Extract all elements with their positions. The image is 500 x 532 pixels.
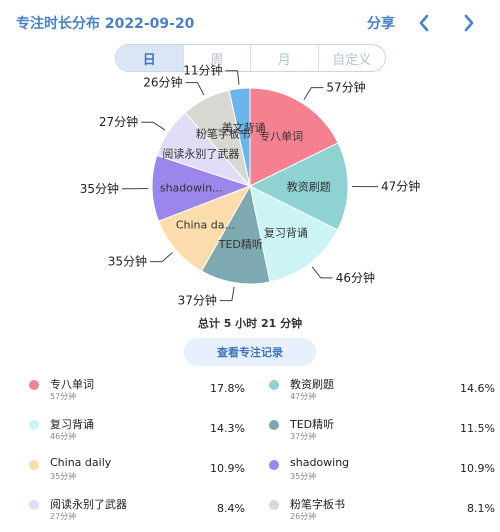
pie-chart: 专八单词教资刷题复习背诵 TED精听 China da... shadowin... 阅… bbox=[0, 63, 500, 308]
legend-percent: 17.8% bbox=[210, 382, 245, 395]
pie-slice bbox=[249, 185, 339, 283]
legend-color-dot bbox=[269, 380, 279, 390]
legend-item: 教资刷题 47分钟 14.6% bbox=[260, 372, 500, 412]
range-tabs: 日 周 月 自定义 bbox=[115, 44, 386, 72]
legend-color-dot bbox=[29, 420, 39, 430]
legend-percent: 14.6% bbox=[460, 382, 495, 395]
legend-color-dot bbox=[269, 500, 279, 510]
legend-percent: 8.1% bbox=[467, 502, 495, 515]
pie-slice bbox=[228, 87, 251, 187]
pie-value-label: 26分钟 bbox=[143, 75, 182, 90]
pie-leader-line bbox=[219, 286, 235, 302]
legend-color-dot bbox=[29, 500, 39, 510]
legend-percent: 14.3% bbox=[210, 422, 245, 435]
view-records-button[interactable]: 查看专注记录 bbox=[184, 338, 316, 366]
pie-value-label: 46分钟 bbox=[336, 270, 375, 285]
pie-slice bbox=[151, 154, 252, 222]
pie-slice-label: 复习背诵 bbox=[264, 226, 308, 240]
pie-value-label: 11分钟 bbox=[183, 63, 222, 78]
legend-name: 粉笔字板书 bbox=[290, 498, 345, 511]
pie-slice-label: TED精听 bbox=[218, 238, 263, 251]
pie-value-label: 47分钟 bbox=[381, 179, 420, 194]
pie-slice-label: 专八单词 bbox=[259, 129, 303, 143]
pie-slice bbox=[200, 184, 271, 285]
legend-item: 复习背诵 46分钟 14.3% bbox=[20, 412, 260, 452]
legend-duration: 35分钟 bbox=[290, 472, 317, 481]
pie-slice-label: China da... bbox=[176, 218, 235, 231]
pie-leader-line bbox=[141, 121, 166, 131]
legend-color-dot bbox=[29, 380, 39, 390]
legend-color-dot bbox=[269, 460, 279, 470]
pie-leader-line bbox=[185, 82, 205, 96]
legend-duration: 47分钟 bbox=[290, 392, 317, 401]
pie-slice-label: shadowin... bbox=[160, 181, 223, 194]
legend-color-dot bbox=[269, 420, 279, 430]
legend-percent: 8.4% bbox=[217, 502, 245, 515]
pie-value-label: 27分钟 bbox=[99, 114, 138, 129]
pie-value-label: 37分钟 bbox=[178, 293, 217, 308]
tab-day[interactable]: 日 bbox=[116, 45, 183, 71]
legend-row: China daily 35分钟 10.9% shadowing 35分钟 10… bbox=[0, 452, 500, 492]
tab-custom[interactable]: 自定义 bbox=[317, 45, 386, 71]
pie-slice-label: 教资刷题 bbox=[287, 180, 331, 193]
pie-value-label: 35分钟 bbox=[80, 181, 119, 196]
legend-duration: 46分钟 bbox=[50, 432, 77, 441]
pie-leader-line bbox=[225, 70, 240, 85]
legend-name: 专八单词 bbox=[50, 378, 94, 391]
legend-item: 专八单词 57分钟 17.8% bbox=[20, 372, 260, 412]
pie-slice bbox=[249, 87, 339, 187]
legend-duration: 27分钟 bbox=[50, 512, 77, 521]
legend-percent: 10.9% bbox=[460, 462, 495, 475]
legend-item: shadowing 35分钟 10.9% bbox=[260, 452, 500, 492]
pie-slice-label: 粉笔字板书 bbox=[196, 127, 251, 141]
legend-row: 阅读永别了武器 27分钟 8.4% 粉笔字板书 26分钟 8.1% bbox=[0, 492, 500, 532]
header-bar: 专注时长分布 2022-09-20 分享 bbox=[0, 0, 500, 46]
legend-row: 复习背诵 46分钟 14.3% TED精听 37分钟 11.5% bbox=[0, 412, 500, 452]
legend-percent: 10.9% bbox=[210, 462, 245, 475]
previous-day-button[interactable] bbox=[413, 10, 435, 36]
tab-month[interactable]: 月 bbox=[250, 45, 318, 71]
legend-percent: 11.5% bbox=[460, 422, 495, 435]
chevron-right-icon bbox=[464, 14, 474, 32]
legend-name: 复习背诵 bbox=[50, 418, 94, 431]
pie-value-label: 35分钟 bbox=[108, 254, 147, 269]
legend-row: 专八单词 57分钟 17.8% 教资刷题 47分钟 14.6% bbox=[0, 372, 500, 412]
tab-week[interactable]: 周 bbox=[182, 45, 251, 71]
next-day-button[interactable] bbox=[458, 10, 480, 36]
pie-slice bbox=[157, 185, 252, 272]
legend-item: 阅读永别了武器 27分钟 8.4% bbox=[20, 492, 260, 532]
legend-duration: 35分钟 bbox=[50, 472, 77, 481]
legend-duration: 26分钟 bbox=[290, 512, 317, 521]
pie-value-label: 57分钟 bbox=[326, 80, 365, 95]
legend-name: China daily bbox=[50, 456, 112, 469]
pie-slice-label: 美文背诵 bbox=[222, 121, 266, 135]
pie-leader-line bbox=[311, 266, 333, 279]
page-title: 专注时长分布 2022-09-20 bbox=[16, 16, 195, 32]
legend-name: shadowing bbox=[290, 456, 350, 469]
legend-name: TED精听 bbox=[290, 418, 335, 431]
legend-item: TED精听 37分钟 11.5% bbox=[260, 412, 500, 452]
legend-color-dot bbox=[29, 460, 39, 470]
legend-name: 阅读永别了武器 bbox=[50, 498, 127, 511]
share-button[interactable]: 分享 bbox=[367, 16, 395, 32]
pie-slice-label: 阅读永别了武器 bbox=[162, 147, 239, 161]
legend-name: 教资刷题 bbox=[290, 378, 334, 391]
pie-slice bbox=[248, 142, 349, 231]
legend-item: China daily 35分钟 10.9% bbox=[20, 452, 260, 492]
legend-duration: 57分钟 bbox=[50, 392, 77, 401]
pie-leader-line bbox=[150, 252, 173, 263]
pie-leader-line bbox=[303, 87, 324, 100]
legend-item: 粉笔字板书 26分钟 8.1% bbox=[260, 492, 500, 532]
legend-duration: 37分钟 bbox=[290, 432, 317, 441]
total-duration: 总计 5 小时 21 分钟 bbox=[197, 317, 303, 330]
chevron-left-icon bbox=[419, 14, 429, 32]
